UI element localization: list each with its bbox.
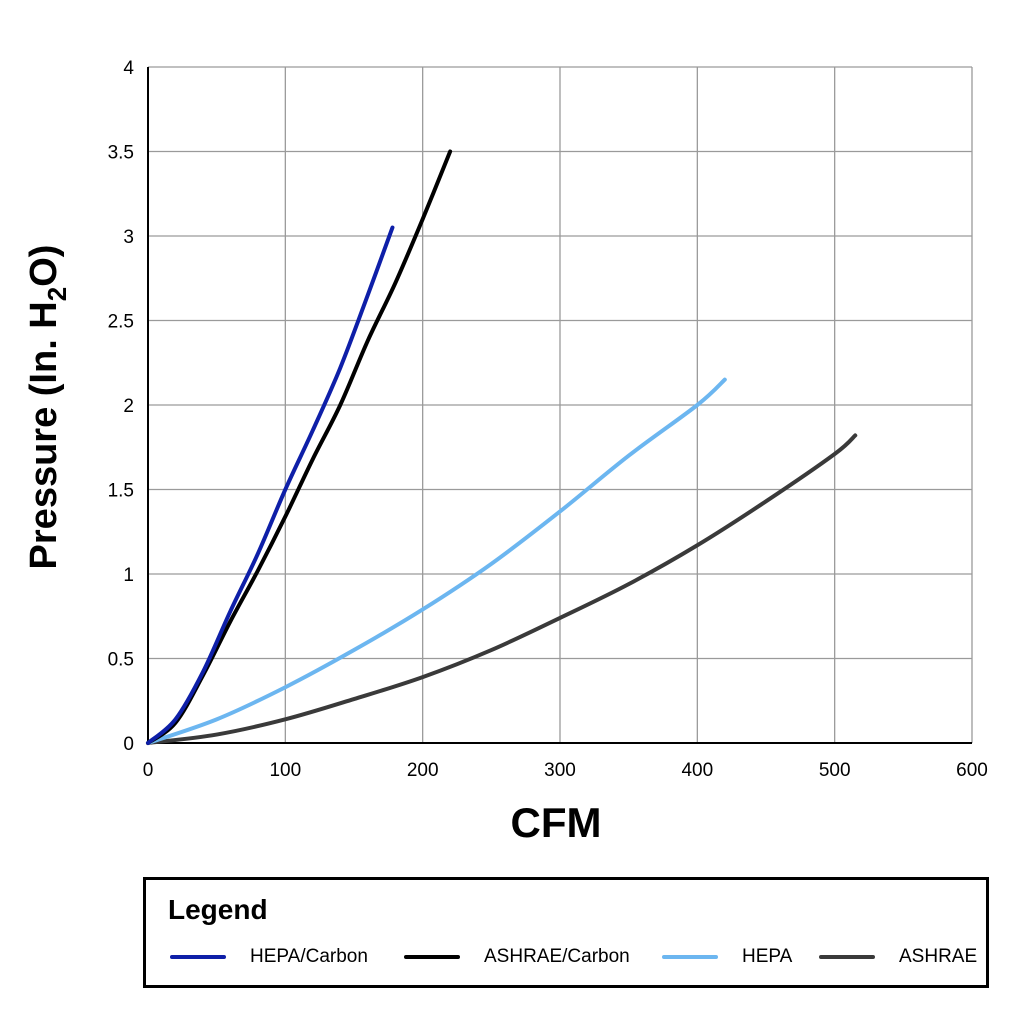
y-axis-title: Pressure (In. H2O) xyxy=(23,245,72,570)
y-tick-label: 3 xyxy=(123,227,134,248)
legend-label-hepa: HEPA xyxy=(742,946,793,967)
legend-label-ashrae-carbon: ASHRAE/Carbon xyxy=(484,946,630,967)
y-tick-label: 3.5 xyxy=(108,143,134,164)
grid xyxy=(147,66,973,744)
legend-item-hepa-carbon: HEPA/Carbon xyxy=(170,946,368,968)
legend-item-ashrae-carbon: ASHRAE/Carbon xyxy=(404,946,630,968)
series-line-hepa-carbon xyxy=(146,225,395,745)
x-axis-ticks: 0 100 200 300 400 500 600 xyxy=(143,760,988,781)
pressure-cfm-chart: 0 0.5 1 1.5 2 2.5 3 3.5 4 0 100 200 300 400 500 600 CF… xyxy=(23,58,988,846)
legend-swatch-ashrae-carbon xyxy=(404,955,460,959)
y-tick-label: 1 xyxy=(123,565,134,586)
legend-swatch-hepa-carbon xyxy=(170,955,226,959)
x-tick-label: 500 xyxy=(819,760,851,781)
x-tick-label: 300 xyxy=(544,760,576,781)
x-tick-label: 200 xyxy=(407,760,439,781)
series-lines xyxy=(146,149,858,745)
x-axis-title: CFM xyxy=(511,799,602,846)
legend-label-hepa-carbon: HEPA/Carbon xyxy=(250,946,368,967)
legend-label-ashrae: ASHRAE xyxy=(899,946,978,967)
legend-title: Legend xyxy=(168,894,268,925)
x-tick-label: 600 xyxy=(956,760,988,781)
series-line-hepa xyxy=(146,377,727,745)
y-tick-label: 4 xyxy=(123,58,134,79)
y-axis-title-subscript: 2 xyxy=(42,287,72,301)
y-axis-title-main: Pressure (In. H xyxy=(23,301,65,569)
series-line-ashrae-carbon xyxy=(146,149,453,745)
y-axis-ticks: 0 0.5 1 1.5 2 2.5 3 3.5 4 xyxy=(108,58,135,755)
legend-item-ashrae: ASHRAE xyxy=(819,946,977,968)
legend-item-hepa: HEPA xyxy=(662,946,792,968)
legend: Legend HEPA/Carbon ASHRAE/Carbon HEPA AS… xyxy=(143,877,989,988)
y-tick-label: 2 xyxy=(123,396,134,417)
legend-swatch-ashrae xyxy=(819,955,875,959)
y-tick-label: 0 xyxy=(123,734,134,755)
x-tick-label: 0 xyxy=(143,760,154,781)
legend-swatch-hepa xyxy=(662,955,718,959)
y-tick-label: 0.5 xyxy=(108,650,134,671)
x-tick-label: 400 xyxy=(681,760,713,781)
y-tick-label: 2.5 xyxy=(108,312,134,333)
y-axis-title-end: O) xyxy=(23,245,65,287)
series-line-ashrae xyxy=(146,433,858,745)
y-tick-label: 1.5 xyxy=(108,481,134,502)
x-tick-label: 100 xyxy=(269,760,301,781)
